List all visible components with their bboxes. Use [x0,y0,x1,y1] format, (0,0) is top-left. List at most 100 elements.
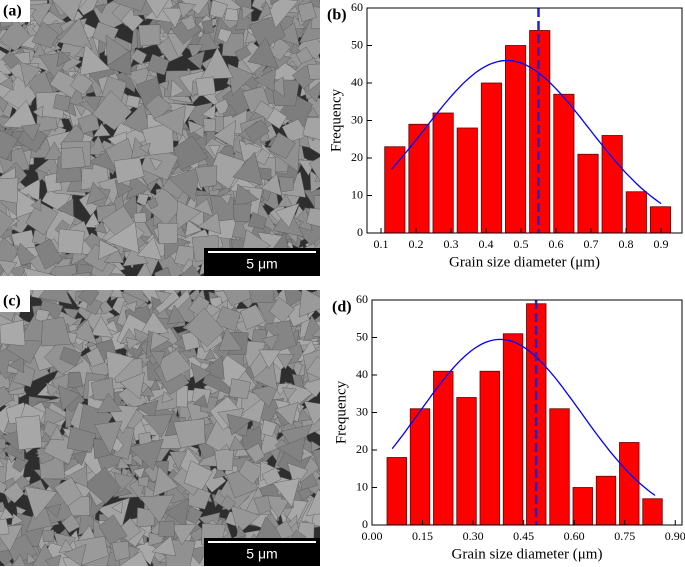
x-tick-label: 0.5 [514,237,529,251]
grain [111,541,130,561]
grain [56,49,72,68]
bar [601,135,623,234]
grain [286,462,309,489]
bar [572,487,593,526]
y-tick-label: 30 [351,112,363,126]
bar [433,370,454,526]
y-tick-label: 60 [351,0,363,14]
grain [103,246,125,264]
chart: 0 10 20 30 40 50 60 0.1 0.2 0.3 0.4 0.5 0.6 0.7 0.8 0.9… [327,0,683,270]
x-tick-label: 0.6 [549,237,564,251]
grain [0,177,19,204]
grain [104,49,132,76]
grain [233,203,251,222]
grain [20,123,41,142]
grain [171,0,179,6]
grain [170,79,185,98]
grain [54,476,83,507]
grain [70,71,94,96]
grain [214,448,234,471]
grain [108,273,126,276]
grain [244,119,270,143]
grain [31,21,59,49]
bar [386,457,407,526]
grain [190,362,212,384]
fit-curve [391,59,662,205]
grain [64,465,88,488]
chart: 0 10 20 30 40 50 60 0.00 0.15 0.30 0.45 0.60 0.75 0.9… [332,292,685,563]
bar [526,303,547,526]
grain [152,465,179,497]
grain [38,290,73,305]
bar [642,498,663,526]
x-tick-label: 0.8 [619,237,634,251]
bar [432,112,454,234]
grain [235,525,247,539]
grain [23,267,57,276]
bar [549,408,570,526]
grain [274,402,299,427]
grain [138,24,161,47]
grain [229,378,251,400]
y-tick-label: 60 [356,292,368,306]
grain [25,201,59,236]
grain [10,513,24,527]
grain [312,449,320,472]
x-tick-label: 0.00 [362,529,383,543]
grain [306,488,320,516]
grain [195,76,216,97]
y-tick-label: 50 [356,329,368,343]
grain [273,22,300,46]
grain [146,53,170,76]
grain [85,347,105,367]
grain [141,122,174,156]
grain [90,315,114,338]
grain [136,193,149,207]
grain [140,385,155,397]
grain [158,520,175,538]
grain [154,290,172,304]
grain [150,331,171,351]
grain [228,435,246,451]
panel-label-bg [0,290,30,312]
grain [173,418,206,449]
grain [187,120,205,135]
grain [137,476,150,488]
bar [479,370,500,526]
grain [24,486,58,520]
grain [194,165,218,188]
y-tick-label: 0 [357,225,363,239]
y-tick-label: 40 [351,75,363,89]
grain [1,100,39,130]
grain [171,524,197,546]
grain [303,401,320,426]
grain [276,193,293,208]
grain [168,451,187,471]
grain [105,221,140,254]
grain [204,348,217,360]
grain [167,304,186,325]
grain [86,181,108,205]
grain [45,382,60,398]
grain [201,103,216,121]
grain [157,80,169,91]
grain [313,195,320,212]
grain [297,407,312,422]
bar [408,123,430,234]
grain [119,550,149,566]
grain [269,297,295,323]
x-axis-title: Grain size diameter (μm) [452,546,603,562]
bar [502,333,524,526]
grain [126,337,141,351]
panel-label: (c) [3,293,21,310]
grain [159,290,166,294]
x-tick-label: 0.1 [374,237,389,251]
grain [297,487,312,501]
grain [11,553,26,566]
grain [95,4,107,14]
grain [71,318,98,346]
grain [145,0,169,19]
grain [94,220,107,234]
grain [302,116,320,141]
grain [220,495,236,511]
